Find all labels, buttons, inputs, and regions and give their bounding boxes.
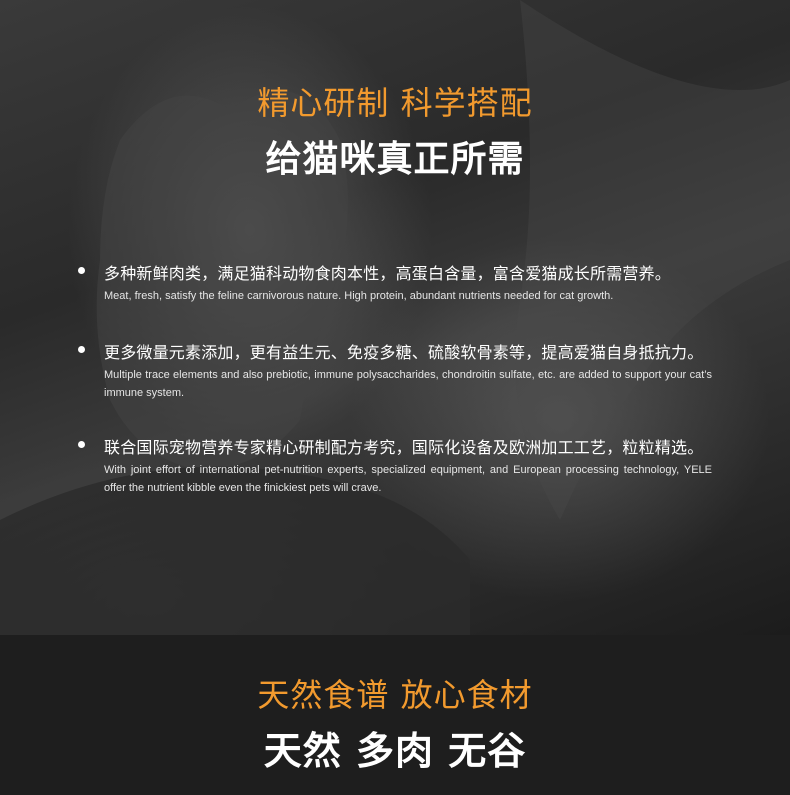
bullet-dot-icon bbox=[78, 441, 85, 448]
footer-section bbox=[0, 635, 790, 795]
feature-text-en: With joint effort of international pet-n… bbox=[104, 464, 712, 494]
headline-white: 给猫咪真正所需 bbox=[265, 139, 525, 180]
bullet-dot-icon bbox=[78, 267, 85, 274]
footer-headline-white: 天然 多肉 无谷 bbox=[263, 729, 527, 773]
footer-headline-orange: 天然食谱 放心食材 bbox=[257, 676, 533, 714]
hero-section bbox=[0, 0, 790, 635]
feature-text-cn: 多种新鲜肉类，满足猫科动物食肉本性，高蛋白含量，富含爱猫成长所需营养。 bbox=[104, 264, 672, 283]
feature-text-en: Meat, fresh, satisfy the feline carnivor… bbox=[104, 290, 614, 302]
headline-orange: 精心研制 科学搭配 bbox=[257, 84, 533, 122]
cat-background-image bbox=[0, 0, 790, 635]
feature-text-cn: 联合国际宠物营养专家精心研制配方考究，国际化设备及欧洲加工工艺，粒粒精选。 bbox=[104, 438, 704, 457]
bullet-dot-icon bbox=[78, 346, 85, 353]
feature-text-cn: 更多微量元素添加，更有益生元、免疫多糖、硫酸软骨素等，提高爱猫自身抵抗力。 bbox=[104, 343, 704, 362]
feature-text-en: Multiple trace elements and also prebiot… bbox=[104, 369, 712, 399]
